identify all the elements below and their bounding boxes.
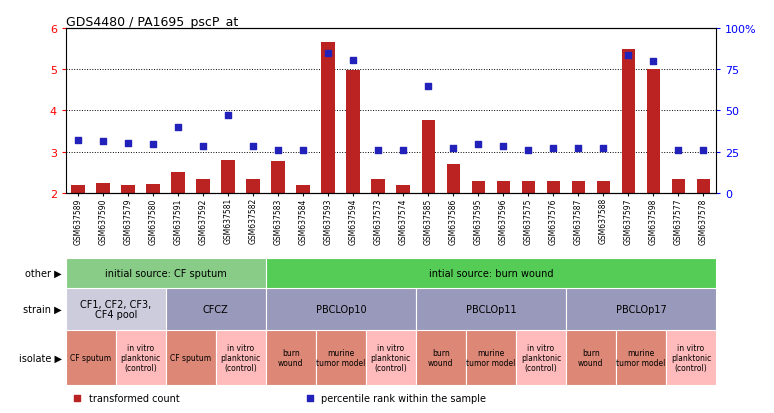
- Text: isolate ▶: isolate ▶: [19, 353, 62, 363]
- Bar: [265, 259, 716, 288]
- Text: murine
tumor model: murine tumor model: [316, 348, 365, 367]
- Text: CF sputum: CF sputum: [170, 353, 211, 362]
- Text: PBCLOp17: PBCLOp17: [615, 304, 666, 314]
- Point: [673, 147, 685, 154]
- Bar: [316, 330, 366, 385]
- Text: PBCLOp10: PBCLOp10: [316, 304, 366, 314]
- Bar: [666, 330, 716, 385]
- Point: [472, 142, 485, 148]
- Text: in vitro
planktonic
(control): in vitro planktonic (control): [671, 344, 711, 372]
- Text: strain ▶: strain ▶: [23, 304, 62, 314]
- Text: burn
wound: burn wound: [578, 348, 604, 367]
- Bar: [216, 330, 265, 385]
- Text: in vitro
planktonic
(control): in vitro planktonic (control): [371, 344, 411, 372]
- Point: [348, 58, 360, 64]
- Bar: [66, 259, 265, 288]
- Bar: [466, 330, 516, 385]
- Point: [97, 138, 109, 145]
- Bar: [571, 181, 585, 194]
- Bar: [246, 179, 260, 194]
- Bar: [471, 181, 485, 194]
- Bar: [447, 165, 461, 194]
- Bar: [166, 330, 216, 385]
- Bar: [422, 120, 435, 194]
- Point: [247, 144, 259, 150]
- Bar: [566, 330, 616, 385]
- Point: [172, 124, 184, 131]
- Bar: [122, 185, 135, 194]
- Bar: [66, 288, 166, 330]
- Point: [598, 146, 610, 152]
- Bar: [646, 70, 660, 194]
- Point: [122, 140, 135, 147]
- Point: [272, 147, 285, 154]
- Text: PBCLOp11: PBCLOp11: [466, 304, 516, 314]
- Bar: [265, 330, 316, 385]
- Bar: [296, 185, 310, 194]
- Bar: [546, 181, 560, 194]
- Text: murine
tumor model: murine tumor model: [616, 348, 666, 367]
- Point: [397, 147, 409, 154]
- Bar: [166, 288, 265, 330]
- Point: [197, 143, 210, 150]
- Text: CF sputum: CF sputum: [70, 353, 111, 362]
- Point: [497, 143, 509, 150]
- Bar: [396, 185, 410, 194]
- Bar: [516, 330, 566, 385]
- Bar: [497, 181, 510, 194]
- Point: [697, 147, 710, 154]
- Text: burn
wound: burn wound: [278, 348, 303, 367]
- Bar: [116, 330, 166, 385]
- Bar: [522, 181, 536, 194]
- Text: in vitro
planktonic
(control): in vitro planktonic (control): [521, 344, 561, 372]
- Text: CFCZ: CFCZ: [203, 304, 228, 314]
- Point: [447, 145, 460, 152]
- Text: other ▶: other ▶: [26, 268, 62, 278]
- Bar: [197, 179, 211, 194]
- Text: initial source: CF sputum: initial source: CF sputum: [105, 268, 227, 278]
- Text: murine
tumor model: murine tumor model: [466, 348, 515, 367]
- Text: GDS4480 / PA1695_pscP_at: GDS4480 / PA1695_pscP_at: [66, 16, 238, 29]
- Bar: [272, 161, 286, 194]
- Text: in vitro
planktonic
(control): in vitro planktonic (control): [221, 344, 261, 372]
- Bar: [566, 288, 716, 330]
- Point: [547, 146, 560, 152]
- Bar: [321, 43, 335, 194]
- Bar: [372, 179, 385, 194]
- Point: [297, 147, 310, 154]
- Point: [647, 59, 659, 65]
- Bar: [97, 183, 110, 194]
- Point: [372, 147, 385, 154]
- Point: [622, 52, 635, 59]
- Text: CF1, CF2, CF3,
CF4 pool: CF1, CF2, CF3, CF4 pool: [80, 299, 152, 320]
- Text: percentile rank within the sample: percentile rank within the sample: [321, 393, 486, 403]
- Bar: [146, 185, 160, 194]
- Point: [147, 142, 159, 148]
- Bar: [172, 173, 185, 194]
- Text: transformed count: transformed count: [89, 393, 180, 403]
- Bar: [265, 288, 416, 330]
- Bar: [66, 330, 116, 385]
- Bar: [597, 181, 611, 194]
- Bar: [672, 179, 685, 194]
- Bar: [347, 71, 360, 194]
- Point: [522, 147, 535, 154]
- Bar: [71, 185, 85, 194]
- Bar: [697, 179, 711, 194]
- Text: burn
wound: burn wound: [428, 348, 454, 367]
- Point: [222, 112, 235, 119]
- Bar: [366, 330, 416, 385]
- Bar: [416, 330, 466, 385]
- Text: in vitro
planktonic
(control): in vitro planktonic (control): [121, 344, 161, 372]
- Bar: [221, 161, 235, 194]
- Point: [72, 138, 84, 144]
- Bar: [416, 288, 566, 330]
- Text: intial source: burn wound: intial source: burn wound: [429, 268, 553, 278]
- Point: [572, 146, 584, 152]
- Point: [422, 83, 434, 90]
- Bar: [622, 50, 635, 194]
- Point: [322, 50, 334, 57]
- Bar: [616, 330, 666, 385]
